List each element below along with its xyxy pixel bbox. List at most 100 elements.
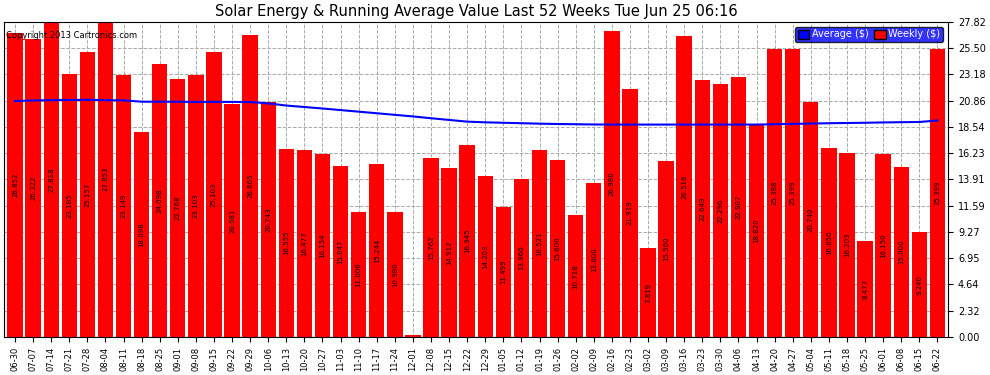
Bar <box>424 158 439 337</box>
Text: 14.203: 14.203 <box>482 244 488 268</box>
Text: 14.912: 14.912 <box>446 240 452 265</box>
Text: 23.185: 23.185 <box>66 193 72 218</box>
Text: 25.103: 25.103 <box>211 182 217 207</box>
Bar <box>170 79 185 337</box>
Bar <box>405 335 421 337</box>
Text: 22.296: 22.296 <box>718 198 724 223</box>
Bar <box>98 21 113 337</box>
Bar <box>875 154 891 337</box>
Text: 18.098: 18.098 <box>139 222 145 247</box>
Text: 26.516: 26.516 <box>681 174 687 199</box>
Bar <box>297 150 312 337</box>
Bar <box>152 64 167 337</box>
Bar <box>260 102 276 337</box>
Text: 22.649: 22.649 <box>699 196 705 221</box>
Text: 16.521: 16.521 <box>537 231 543 255</box>
Bar <box>658 160 674 337</box>
Bar <box>912 232 927 337</box>
Bar <box>188 75 204 337</box>
Text: 9.240: 9.240 <box>917 274 923 294</box>
Bar <box>442 168 456 337</box>
Text: 15.000: 15.000 <box>898 240 904 264</box>
Text: 26.322: 26.322 <box>30 176 36 200</box>
Text: 16.650: 16.650 <box>826 230 832 255</box>
Text: 25.399: 25.399 <box>790 181 796 205</box>
Text: 22.768: 22.768 <box>175 196 181 220</box>
Text: Copyright 2013 Cartronics.com: Copyright 2013 Cartronics.com <box>6 31 138 40</box>
Bar <box>496 207 511 337</box>
Bar <box>387 213 403 337</box>
Text: 21.919: 21.919 <box>627 200 633 225</box>
Bar <box>857 241 873 337</box>
Text: 18.820: 18.820 <box>753 218 759 243</box>
Bar <box>930 49 945 337</box>
Bar <box>278 149 294 337</box>
Title: Solar Energy & Running Average Value Last 52 Weeks Tue Jun 25 06:16: Solar Energy & Running Average Value Las… <box>215 4 738 19</box>
Bar <box>7 33 23 337</box>
Text: 27.853: 27.853 <box>102 167 109 191</box>
Text: 26.665: 26.665 <box>248 174 253 198</box>
Text: 25.388: 25.388 <box>771 181 777 206</box>
Text: 16.154: 16.154 <box>320 233 326 258</box>
Text: 26.980: 26.980 <box>609 172 615 196</box>
Text: 24.098: 24.098 <box>156 188 162 213</box>
Text: 10.980: 10.980 <box>392 262 398 287</box>
Bar <box>821 148 837 337</box>
Bar <box>315 154 330 337</box>
Bar <box>549 160 565 337</box>
Text: 16.477: 16.477 <box>301 231 307 256</box>
Text: 15.762: 15.762 <box>428 236 434 260</box>
Bar <box>695 80 710 337</box>
Bar <box>44 22 58 337</box>
Text: 20.581: 20.581 <box>229 208 235 232</box>
Text: 11.499: 11.499 <box>500 260 506 284</box>
Bar <box>748 124 764 337</box>
Bar <box>731 77 746 337</box>
Text: 8.477: 8.477 <box>862 279 868 299</box>
Text: 23.149: 23.149 <box>121 194 127 218</box>
Bar <box>206 53 222 337</box>
Text: 23.103: 23.103 <box>193 194 199 218</box>
Bar <box>134 132 149 337</box>
Bar <box>514 179 529 337</box>
Bar <box>79 52 95 337</box>
Bar <box>116 75 132 337</box>
Bar <box>713 84 728 337</box>
Bar <box>840 153 854 337</box>
Text: 16.555: 16.555 <box>283 231 289 255</box>
Bar <box>243 35 257 337</box>
Bar <box>767 49 782 337</box>
Bar <box>894 167 909 337</box>
Text: 15.600: 15.600 <box>554 236 560 261</box>
Text: 15.244: 15.244 <box>374 238 380 262</box>
Bar <box>459 145 475 337</box>
Text: 20.743: 20.743 <box>265 207 271 232</box>
Text: 13.600: 13.600 <box>591 248 597 272</box>
Text: 25.157: 25.157 <box>84 182 90 207</box>
Text: 15.560: 15.560 <box>663 237 669 261</box>
Text: 10.718: 10.718 <box>572 264 579 288</box>
Text: 16.203: 16.203 <box>843 233 850 257</box>
Text: 16.945: 16.945 <box>464 229 470 253</box>
Text: 20.740: 20.740 <box>808 207 814 232</box>
Bar <box>623 88 638 337</box>
Text: 11.006: 11.006 <box>355 262 361 287</box>
Bar <box>369 164 384 337</box>
Bar <box>477 176 493 337</box>
Bar <box>641 248 655 337</box>
Text: 7.819: 7.819 <box>645 282 651 303</box>
Bar <box>61 74 77 337</box>
Text: 25.399: 25.399 <box>935 181 940 205</box>
Text: 27.818: 27.818 <box>49 167 54 192</box>
Bar <box>351 212 366 337</box>
Bar <box>803 102 819 337</box>
Bar <box>586 183 602 337</box>
Bar <box>225 104 240 337</box>
Bar <box>333 166 348 337</box>
Text: 16.150: 16.150 <box>880 233 886 258</box>
Bar <box>532 150 547 337</box>
Text: 26.852: 26.852 <box>12 172 18 197</box>
Bar <box>676 36 692 337</box>
Text: 15.047: 15.047 <box>338 239 344 264</box>
Text: 13.960: 13.960 <box>519 245 525 270</box>
